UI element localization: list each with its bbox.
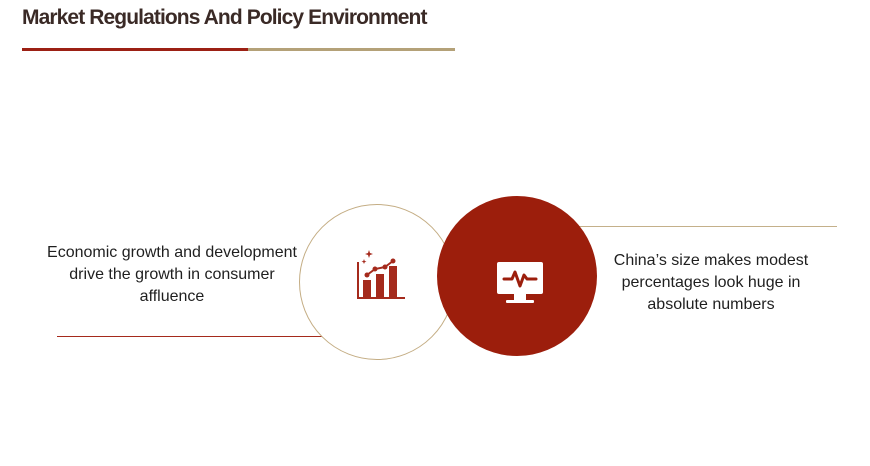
right-connector-line xyxy=(575,226,837,227)
title-underline-gold xyxy=(248,48,455,51)
monitor-pulse-icon xyxy=(497,262,543,303)
left-connector-line xyxy=(57,336,322,337)
page-title: Market Regulations And Policy Environmen… xyxy=(22,6,427,29)
left-description: Economic growth and development drive th… xyxy=(47,244,297,305)
title-underline-red xyxy=(22,48,248,51)
growth-chart-icon xyxy=(357,250,405,299)
right-description: China’s size makes modest percentages lo… xyxy=(613,252,809,313)
